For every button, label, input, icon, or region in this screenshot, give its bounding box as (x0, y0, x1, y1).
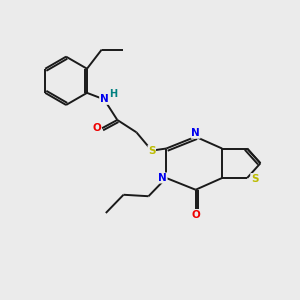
Text: N: N (100, 94, 108, 104)
Text: O: O (92, 123, 101, 133)
Text: S: S (251, 174, 258, 184)
Text: N: N (158, 173, 167, 183)
Text: N: N (191, 128, 200, 138)
Text: S: S (148, 146, 155, 156)
Text: H: H (110, 89, 118, 99)
Text: O: O (191, 210, 200, 220)
